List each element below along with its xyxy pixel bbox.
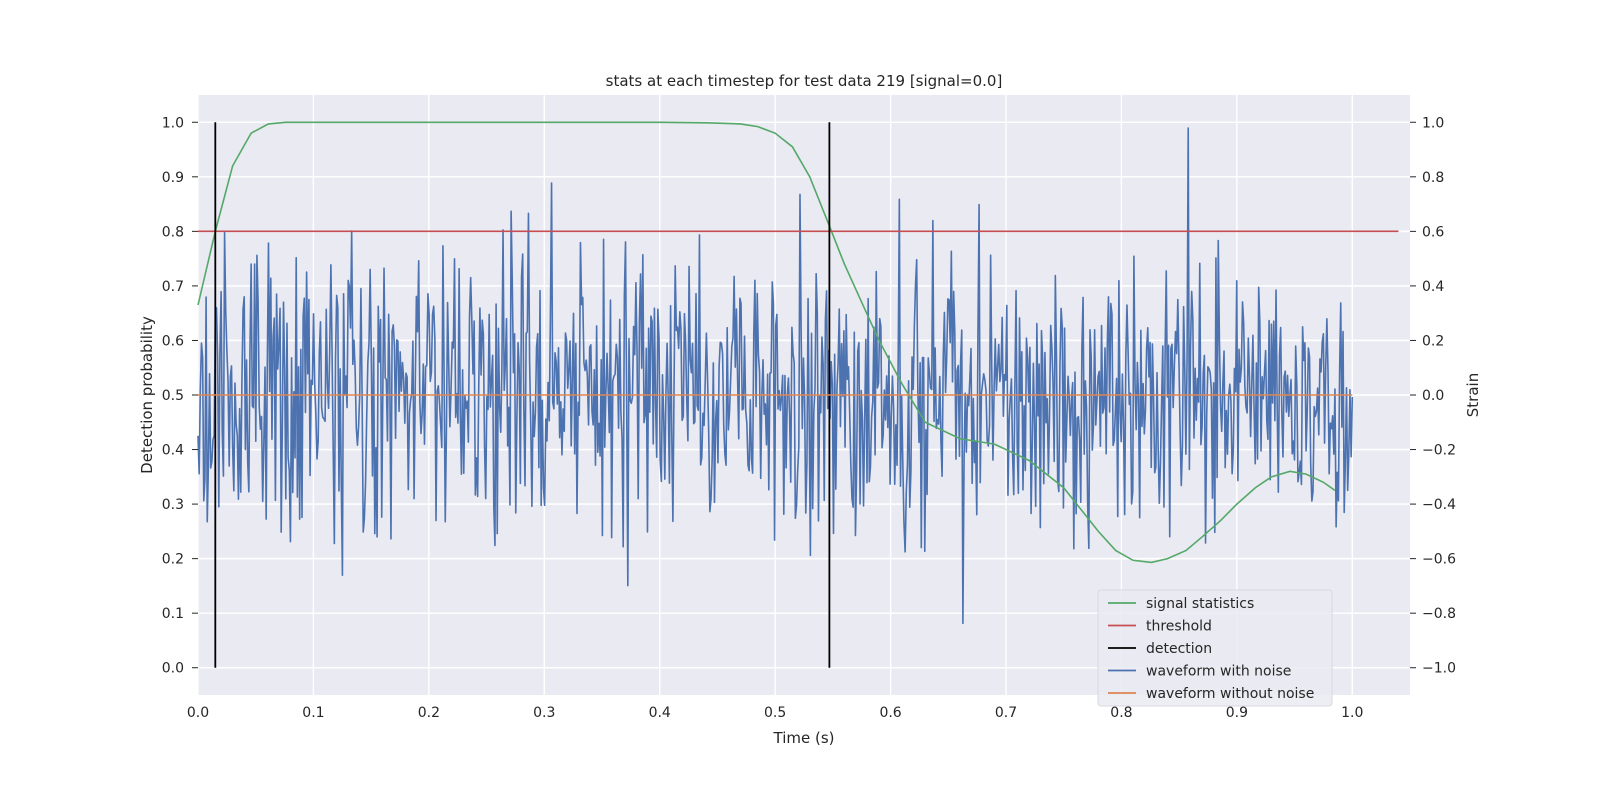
legend: signal statistics threshold detection wavef… bbox=[1097, 589, 1333, 707]
left-y-tick-label: 0.6 bbox=[162, 333, 184, 349]
x-tick-label: 1.0 bbox=[1341, 705, 1363, 721]
legend-item-label: waveform with noise bbox=[1146, 664, 1291, 680]
x-tick-label: 0.3 bbox=[533, 705, 555, 721]
right-y-axis-label: Strain bbox=[1464, 373, 1482, 417]
x-tick-label: 0.7 bbox=[995, 705, 1017, 721]
left-y-tick-label: 0.2 bbox=[162, 552, 184, 568]
right-y-axis-ticks: −1.0 −0.8 −0.6 −0.4 −0.2 0.0 0.2 0.4 0.6 0.8 1.0 bbox=[1410, 115, 1456, 677]
series-layer bbox=[197, 121, 1399, 668]
right-y-tick-label: −0.6 bbox=[1422, 552, 1456, 568]
x-tick-label: 0.9 bbox=[1226, 705, 1248, 721]
x-tick-label: 0.5 bbox=[764, 705, 786, 721]
right-y-tick-label: 0.2 bbox=[1422, 333, 1444, 349]
series-waveform-with-noise bbox=[197, 127, 1354, 625]
left-y-tick-label: 0.8 bbox=[162, 224, 184, 240]
x-axis-ticks: 0.0 0.1 0.2 0.3 0.4 0.5 0.6 0.7 0.8 0.9 1.0 bbox=[187, 705, 1364, 721]
legend-box bbox=[1097, 589, 1333, 707]
x-tick-label: 0.1 bbox=[302, 705, 324, 721]
left-y-tick-label: 1.0 bbox=[162, 115, 184, 131]
legend-item-label: signal statistics bbox=[1146, 596, 1254, 612]
right-y-tick-label: −0.2 bbox=[1422, 443, 1456, 459]
legend-item-label: detection bbox=[1146, 641, 1212, 657]
right-y-tick-label: 0.4 bbox=[1422, 279, 1444, 295]
legend-item-label: threshold bbox=[1146, 619, 1212, 635]
right-y-tick-label: −1.0 bbox=[1422, 661, 1456, 677]
left-y-tick-label: 0.3 bbox=[162, 497, 184, 513]
right-y-tick-label: −0.8 bbox=[1422, 606, 1456, 622]
x-tick-label: 0.6 bbox=[879, 705, 901, 721]
x-tick-label: 0.4 bbox=[649, 705, 671, 721]
right-y-tick-label: 0.8 bbox=[1422, 170, 1444, 186]
left-y-tick-label: 0.4 bbox=[162, 443, 184, 459]
left-y-tick-label: 0.0 bbox=[162, 661, 184, 677]
left-y-axis-ticks: 0.0 0.1 0.2 0.3 0.4 0.5 0.6 0.7 0.8 0.9 1.0 bbox=[162, 115, 198, 677]
left-y-tick-label: 0.5 bbox=[162, 388, 184, 404]
right-y-tick-label: 0.0 bbox=[1422, 388, 1444, 404]
x-tick-label: 0.8 bbox=[1110, 705, 1132, 721]
x-tick-label: 0.2 bbox=[418, 705, 440, 721]
series-signal-statistics bbox=[197, 121, 1336, 564]
x-axis-label: Time (s) bbox=[773, 729, 835, 747]
x-tick-label: 0.0 bbox=[187, 705, 209, 721]
chart-title: stats at each timestep for test data 219… bbox=[606, 72, 1003, 90]
left-y-axis-label: Detection probability bbox=[138, 316, 156, 474]
left-y-tick-label: 0.7 bbox=[162, 279, 184, 295]
right-y-tick-label: −0.4 bbox=[1422, 497, 1456, 513]
right-y-tick-label: 0.6 bbox=[1422, 224, 1444, 240]
left-y-tick-label: 0.1 bbox=[162, 606, 184, 622]
right-y-tick-label: 1.0 bbox=[1422, 115, 1444, 131]
left-y-tick-label: 0.9 bbox=[162, 170, 184, 186]
legend-item-label: waveform without noise bbox=[1146, 686, 1314, 702]
